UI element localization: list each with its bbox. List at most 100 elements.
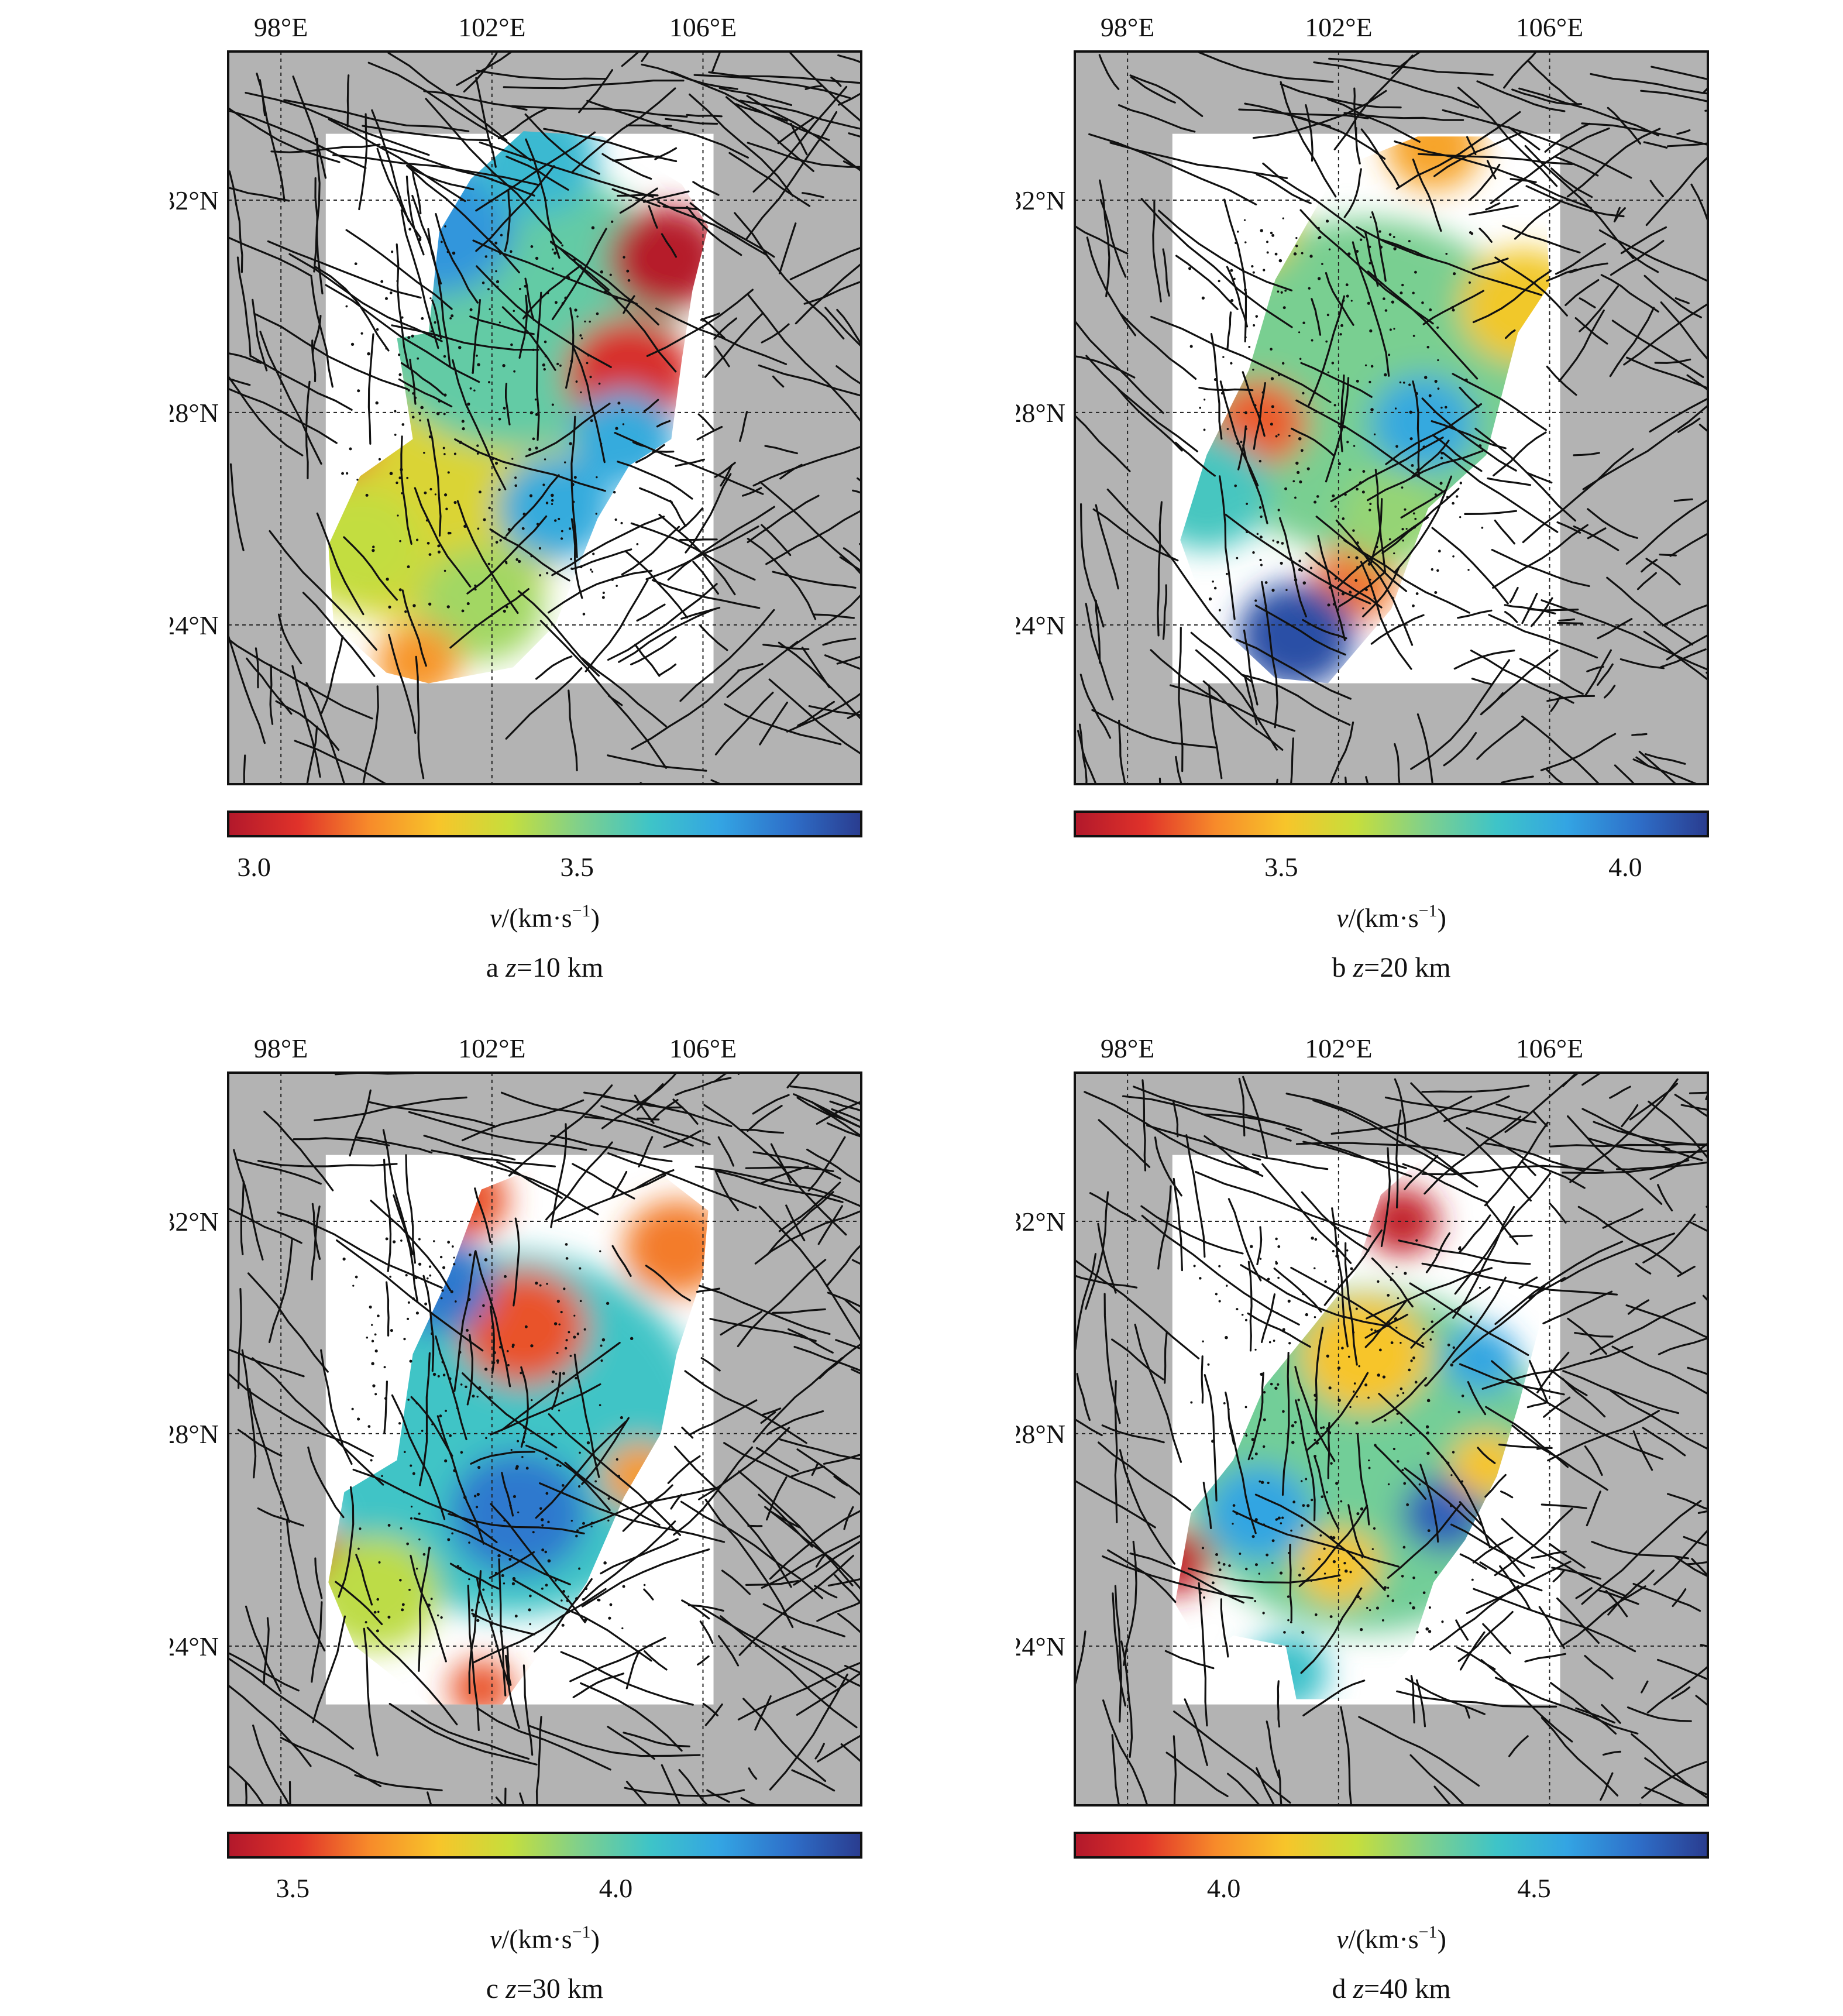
fault-line — [449, 588, 529, 649]
fault-line — [796, 1671, 861, 1716]
fault-line — [472, 1588, 607, 1664]
fault-line — [1609, 307, 1655, 377]
latitude-label: 32°N — [170, 186, 219, 215]
epicenter — [1459, 516, 1462, 518]
fault-line — [636, 1117, 660, 1121]
epicenter — [1349, 1571, 1352, 1574]
epicenter — [562, 1590, 565, 1593]
epicenter — [461, 420, 465, 423]
epicenter — [1316, 495, 1319, 498]
fault-line — [701, 318, 725, 339]
fault-line — [1254, 1493, 1386, 1591]
epicenter — [1189, 345, 1193, 348]
fault-line — [1547, 1410, 1660, 1462]
epicenter — [478, 490, 482, 494]
fault-line — [383, 1159, 392, 1272]
epicenter — [407, 389, 410, 392]
fault-line — [1503, 51, 1538, 89]
fault-line — [1335, 516, 1429, 590]
fault-line — [269, 664, 274, 725]
fault-line — [511, 105, 688, 118]
epicenter — [1301, 1630, 1305, 1634]
epicenter — [1427, 1529, 1431, 1533]
fault-line — [1452, 373, 1547, 431]
velocity-blob — [1301, 1296, 1429, 1411]
epicenter — [1401, 528, 1404, 531]
epicenter — [503, 1519, 506, 1522]
fault-line — [1256, 173, 1312, 204]
epicenter — [1288, 1342, 1291, 1345]
epicenter — [386, 578, 389, 581]
epicenter — [426, 1277, 429, 1280]
epicenter — [1452, 1451, 1455, 1454]
epicenter — [1346, 441, 1349, 444]
fault-line — [797, 700, 835, 727]
epicenter — [1411, 464, 1414, 467]
fault-line — [1313, 61, 1479, 109]
fault-line — [1528, 1359, 1549, 1403]
fault-line — [1501, 1517, 1627, 1597]
panel-d-svg: 98°E102°E106°E32°N28°N24°N4.04.5v/(km·s−… — [1016, 1033, 1709, 2004]
epicenter — [387, 1524, 391, 1527]
fault-line — [639, 487, 673, 503]
fault-line — [1301, 1191, 1370, 1252]
fault-line — [708, 71, 861, 84]
epicenter — [1369, 329, 1373, 333]
fault-line — [678, 1769, 709, 1805]
fault-line — [1450, 1523, 1535, 1569]
epicenter — [1356, 1595, 1360, 1599]
epicenter — [525, 1467, 529, 1470]
epicenter — [1414, 270, 1417, 274]
fault-line — [1646, 1665, 1708, 1714]
fault-line — [689, 93, 794, 197]
epicenter — [442, 1266, 446, 1269]
epicenter — [500, 233, 503, 236]
panel-a: 98°E102°E106°E32°N28°N24°N3.03.5v/(km·s−… — [170, 0, 1018, 995]
epicenter — [1345, 283, 1349, 287]
fault-line — [1600, 274, 1659, 313]
fault-line — [1409, 1754, 1466, 1805]
epicenter — [430, 330, 433, 332]
epicenter — [617, 401, 621, 405]
epicenter — [1481, 527, 1484, 529]
colorbar-unit-label: v/(km·s−1) — [490, 1922, 600, 1954]
epicenter — [1271, 589, 1275, 592]
epicenter — [1402, 1392, 1405, 1395]
epicenter — [1294, 1421, 1297, 1424]
epicenter — [576, 1332, 580, 1335]
epicenter — [1287, 1619, 1290, 1622]
fault-line — [815, 1554, 826, 1568]
fault-line — [843, 547, 861, 563]
fault-line — [1312, 1099, 1478, 1188]
epicenter — [602, 592, 605, 595]
fault-line — [636, 603, 666, 622]
epicenter — [403, 1337, 406, 1341]
fault-line — [527, 1725, 701, 1757]
epicenter — [530, 1344, 534, 1348]
epicenter — [1394, 1317, 1398, 1321]
epicenter — [513, 310, 515, 312]
fault-line — [1619, 658, 1665, 669]
epicenter — [1373, 597, 1376, 600]
fault-line — [259, 331, 322, 465]
fault-line — [1360, 128, 1400, 187]
epicenter — [566, 1599, 569, 1602]
fault-line — [1281, 1352, 1290, 1496]
epicenter — [1412, 1606, 1415, 1610]
epicenter — [1440, 451, 1443, 455]
fault-line — [862, 1800, 951, 1847]
epicenter — [499, 252, 502, 255]
fault-line — [355, 1554, 373, 1606]
fault-line — [1613, 207, 1626, 222]
epicenter — [1412, 526, 1416, 529]
fault-line — [522, 1664, 534, 1756]
fault-line — [328, 118, 466, 202]
epicenter — [1218, 1561, 1220, 1564]
fault-line — [1290, 737, 1294, 784]
epicenter — [468, 1541, 470, 1544]
epicenter — [1213, 586, 1217, 590]
epicenter — [1364, 364, 1367, 366]
epicenter — [406, 1542, 409, 1546]
fault-line — [1657, 1658, 1708, 1681]
epicenter — [1335, 1482, 1339, 1485]
